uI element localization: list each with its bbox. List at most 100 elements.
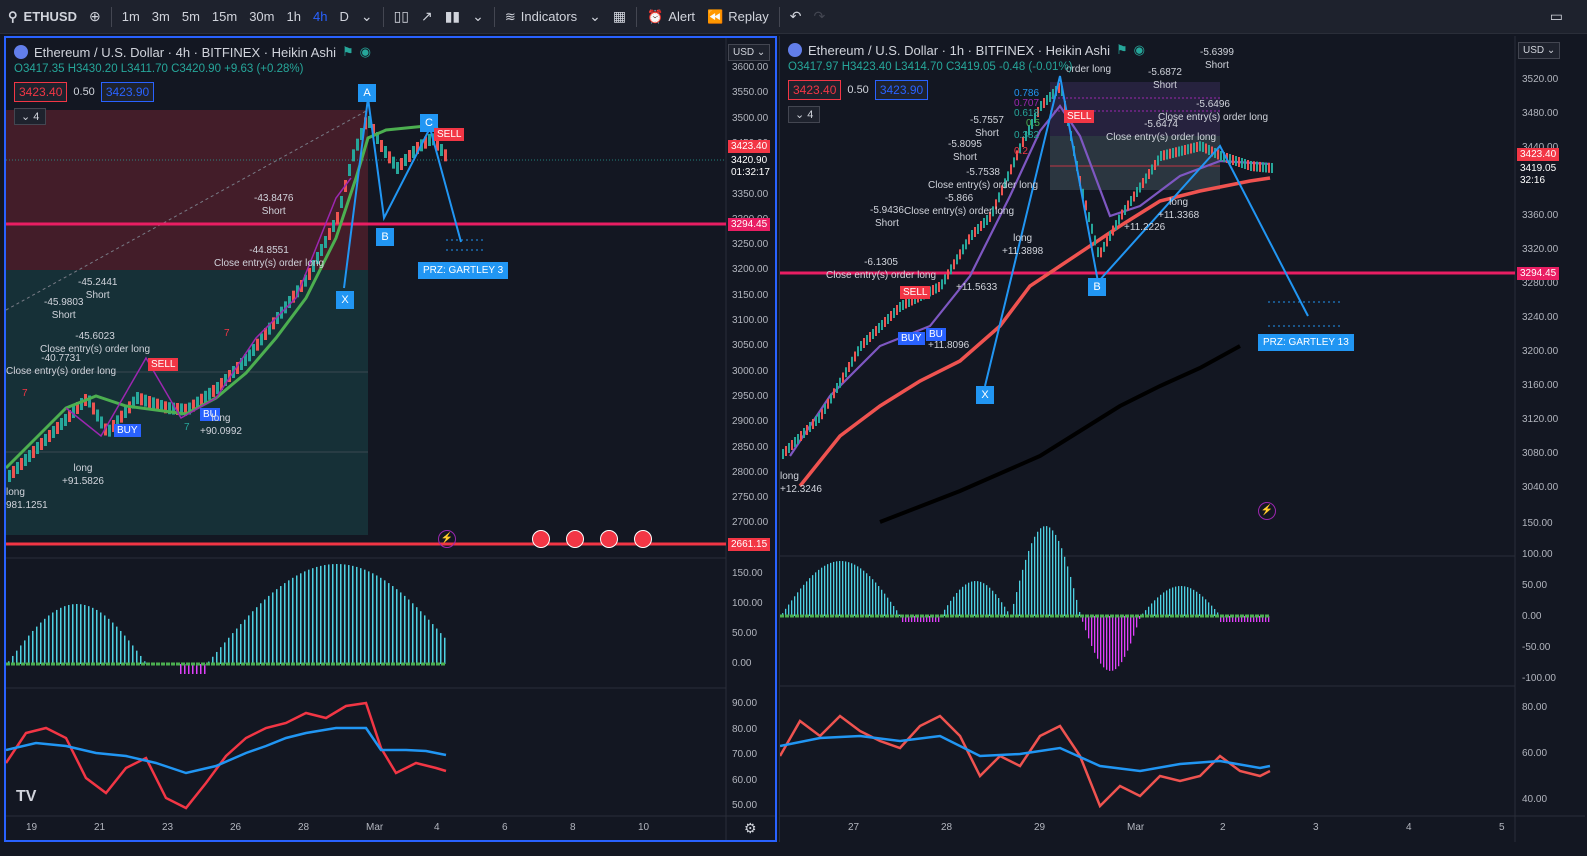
candle xyxy=(12,466,15,478)
replay-button[interactable]: ⏪ Replay xyxy=(701,0,775,34)
line-chart-icon[interactable]: ↗ xyxy=(420,8,433,24)
candle xyxy=(404,154,407,166)
lightning-event-icon[interactable]: ⚡ xyxy=(438,530,456,548)
candle xyxy=(1007,171,1009,182)
macd-bar xyxy=(962,586,964,616)
candle xyxy=(372,124,375,136)
macd-bar xyxy=(196,664,198,674)
annotation-label: Short xyxy=(261,206,286,217)
macd-bar xyxy=(788,604,790,616)
candle xyxy=(1121,209,1123,220)
bid-button[interactable]: 3423.40 xyxy=(788,80,842,100)
timeframe-d[interactable]: D xyxy=(339,9,349,24)
timeframe-4h[interactable]: 4h xyxy=(312,9,328,24)
macd-bar xyxy=(995,594,997,616)
right-chart-pane[interactable]: B X PRZ: GARTLEY 13 0.786 0.707 0.618 0.… xyxy=(779,36,1585,842)
timeframe-15m[interactable]: 15m xyxy=(211,9,238,24)
candle xyxy=(396,162,399,174)
candle xyxy=(320,244,323,256)
axis-tick-label: 3000.00 xyxy=(732,365,769,377)
alert-button[interactable]: ⏰ Alert xyxy=(641,0,701,34)
macd-bar xyxy=(1085,616,1087,631)
left-chart-pane[interactable]: A B C X PRZ: GARTLEY 3 SELL SELL BUY BU … xyxy=(4,36,777,842)
macd-bar xyxy=(140,655,142,664)
ask-button[interactable]: 3423.90 xyxy=(874,80,929,100)
add-symbol-icon[interactable]: ⊕ xyxy=(88,8,101,24)
tradingview-logo[interactable]: TV xyxy=(16,788,37,805)
candle xyxy=(116,415,119,428)
candle xyxy=(944,274,946,285)
macd-bar xyxy=(1160,594,1162,616)
annotation-value: -5.6474 xyxy=(1144,119,1178,130)
macd-bar xyxy=(96,609,98,664)
time-tick-label: 26 xyxy=(230,822,242,833)
settings-gear-icon[interactable]: ⚙ xyxy=(744,820,757,836)
redo-icon[interactable]: ↷ xyxy=(813,8,826,24)
timeframe-3m[interactable]: 3m xyxy=(151,9,170,24)
timeframe-5m[interactable]: 5m xyxy=(181,9,200,24)
macd-bar xyxy=(1241,616,1243,622)
macd-bar xyxy=(380,577,382,664)
bars-icon[interactable]: ▮▮ xyxy=(444,8,461,24)
annotation-long: long 981.1251 xyxy=(6,486,48,512)
macd-bar xyxy=(212,656,214,664)
annotation-value: -5.866 xyxy=(944,193,974,204)
macd-bar xyxy=(881,589,883,616)
annotation-close: -5.866 Close entry(s) order long xyxy=(904,192,1014,218)
ethereum-logo-icon xyxy=(14,45,28,59)
macd-bar xyxy=(1172,587,1174,616)
chart-legend-title[interactable]: Ethereum / U.S. Dollar · 1h · BITFINEX ·… xyxy=(788,42,1145,58)
chevron-down-icon[interactable]: ⌄ xyxy=(589,8,601,24)
bid-button[interactable]: 3423.40 xyxy=(14,82,68,102)
timeframe-30m[interactable]: 30m xyxy=(249,9,275,24)
currency-selector[interactable]: USD ⌄ xyxy=(1518,42,1561,59)
ask-button[interactable]: 3423.90 xyxy=(100,82,155,102)
macd-bar xyxy=(1136,616,1138,628)
time-tick-label: 28 xyxy=(941,822,953,833)
flag-icon[interactable]: ⚑ xyxy=(341,44,354,59)
annotation-close: -6.1305 Close entry(s) order long xyxy=(826,256,936,282)
candle xyxy=(893,308,895,318)
currency-selector[interactable]: USD ⌄ xyxy=(728,44,771,61)
us-flag-event-icon[interactable] xyxy=(566,530,584,548)
undo-icon[interactable]: ↶ xyxy=(789,8,802,24)
macd-bar xyxy=(300,573,302,664)
time-tick-label: 21 xyxy=(94,822,106,833)
layout-grid-icon[interactable]: ▦ xyxy=(612,8,627,24)
timeframe-1h[interactable]: 1h xyxy=(286,9,301,24)
candle xyxy=(96,409,99,422)
chevron-down-icon[interactable]: ⌄ xyxy=(360,8,373,24)
candle xyxy=(1268,162,1270,173)
chevron-down-icon[interactable]: ⌄ xyxy=(472,8,484,24)
candle xyxy=(1088,212,1090,223)
indicators-collapse-button[interactable]: ⌄ 4 xyxy=(14,108,47,125)
pattern-point-c: C xyxy=(420,114,438,132)
chart-legend-title[interactable]: Ethereum / U.S. Dollar · 4h · BITFINEX ·… xyxy=(14,44,371,60)
right-chart-canvas[interactable] xyxy=(780,36,1585,842)
macd-bar xyxy=(1196,591,1198,616)
candles-icon[interactable]: ▯▯ xyxy=(393,8,409,24)
indicators-button[interactable]: ≋ Indicators xyxy=(499,0,583,34)
left-chart-canvas[interactable] xyxy=(6,38,775,840)
indicators-collapse-button[interactable]: ⌄ 4 xyxy=(788,106,821,123)
flag-icon[interactable]: ⚑ xyxy=(1115,42,1128,57)
lightning-event-icon[interactable]: ⚡ xyxy=(1258,502,1276,520)
candle xyxy=(803,428,805,438)
symbol-search[interactable]: ⚲ ETHUSD xyxy=(0,0,83,34)
us-flag-event-icon[interactable] xyxy=(634,530,652,548)
candle xyxy=(809,422,811,432)
candle xyxy=(252,344,255,356)
macd-bar xyxy=(1076,599,1078,616)
us-flag-event-icon[interactable] xyxy=(532,530,550,548)
candle xyxy=(284,301,287,314)
candle xyxy=(1247,160,1249,170)
candle xyxy=(400,158,403,170)
candle xyxy=(1211,146,1213,157)
candle xyxy=(1220,151,1222,161)
us-flag-event-icon[interactable] xyxy=(600,530,618,548)
macd-bar xyxy=(1205,599,1207,616)
alarm-clock-icon: ⏰ xyxy=(647,8,664,24)
macd-bar xyxy=(376,575,378,664)
timeframe-1m[interactable]: 1m xyxy=(121,9,140,24)
fullscreen-icon[interactable]: ▭ xyxy=(1549,8,1563,24)
